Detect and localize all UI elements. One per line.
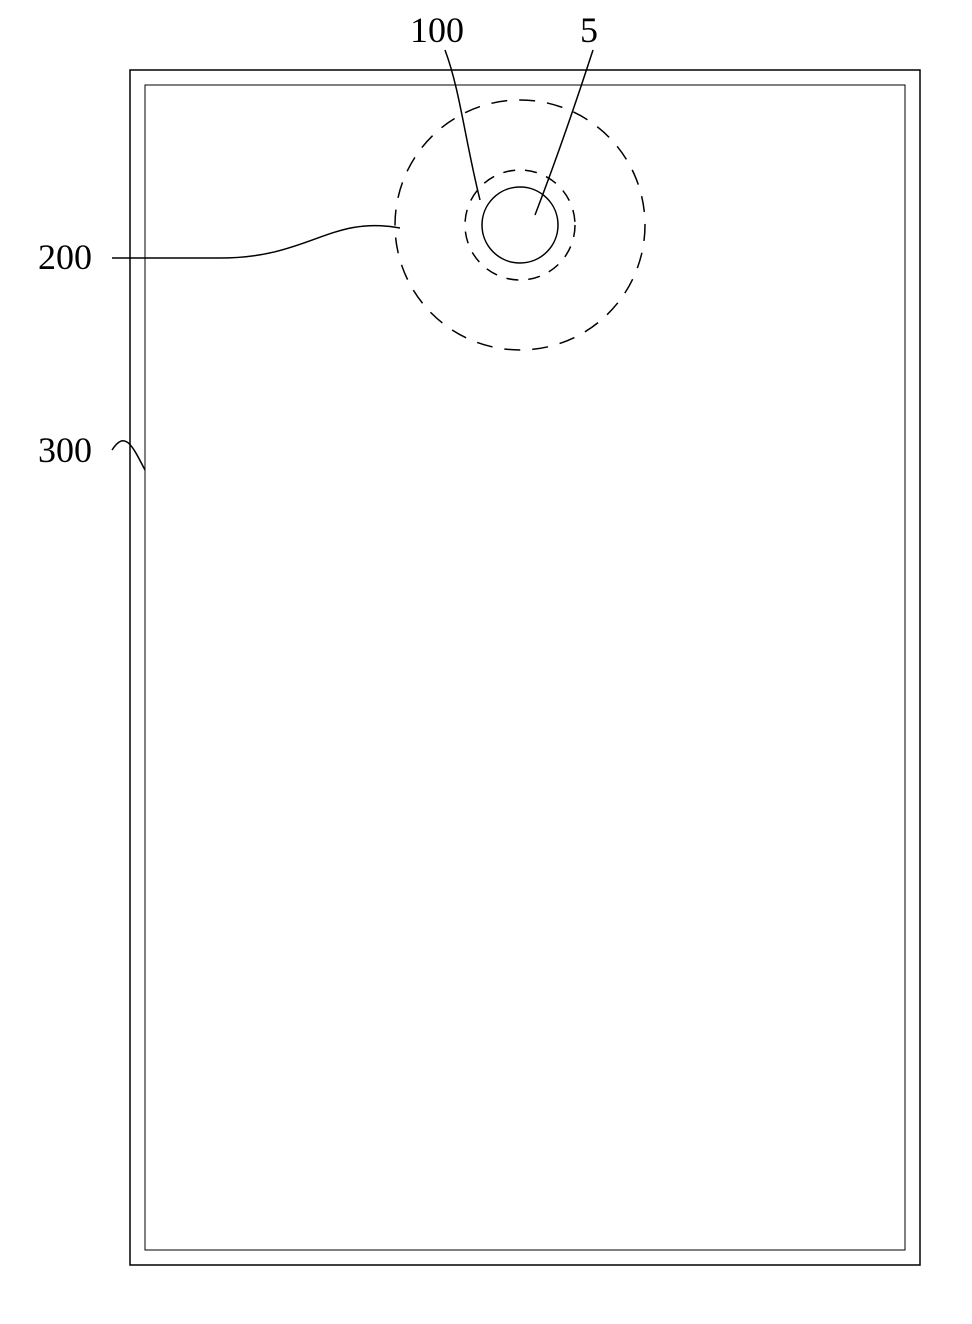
- leader-200: [112, 226, 400, 258]
- label-200: 200: [38, 236, 92, 278]
- outer-rect: [130, 70, 920, 1265]
- diagram-container: 100 5 200 300: [0, 0, 972, 1319]
- inner-rect: [145, 85, 905, 1250]
- label-100: 100: [410, 9, 464, 51]
- leader-5: [535, 50, 593, 215]
- label-300: 300: [38, 429, 92, 471]
- leader-100: [445, 50, 480, 200]
- label-5: 5: [580, 9, 598, 51]
- center-solid-circle: [482, 187, 558, 263]
- diagram-svg: [0, 0, 972, 1319]
- leader-300: [112, 441, 145, 470]
- outer-dashed-circle: [395, 100, 645, 350]
